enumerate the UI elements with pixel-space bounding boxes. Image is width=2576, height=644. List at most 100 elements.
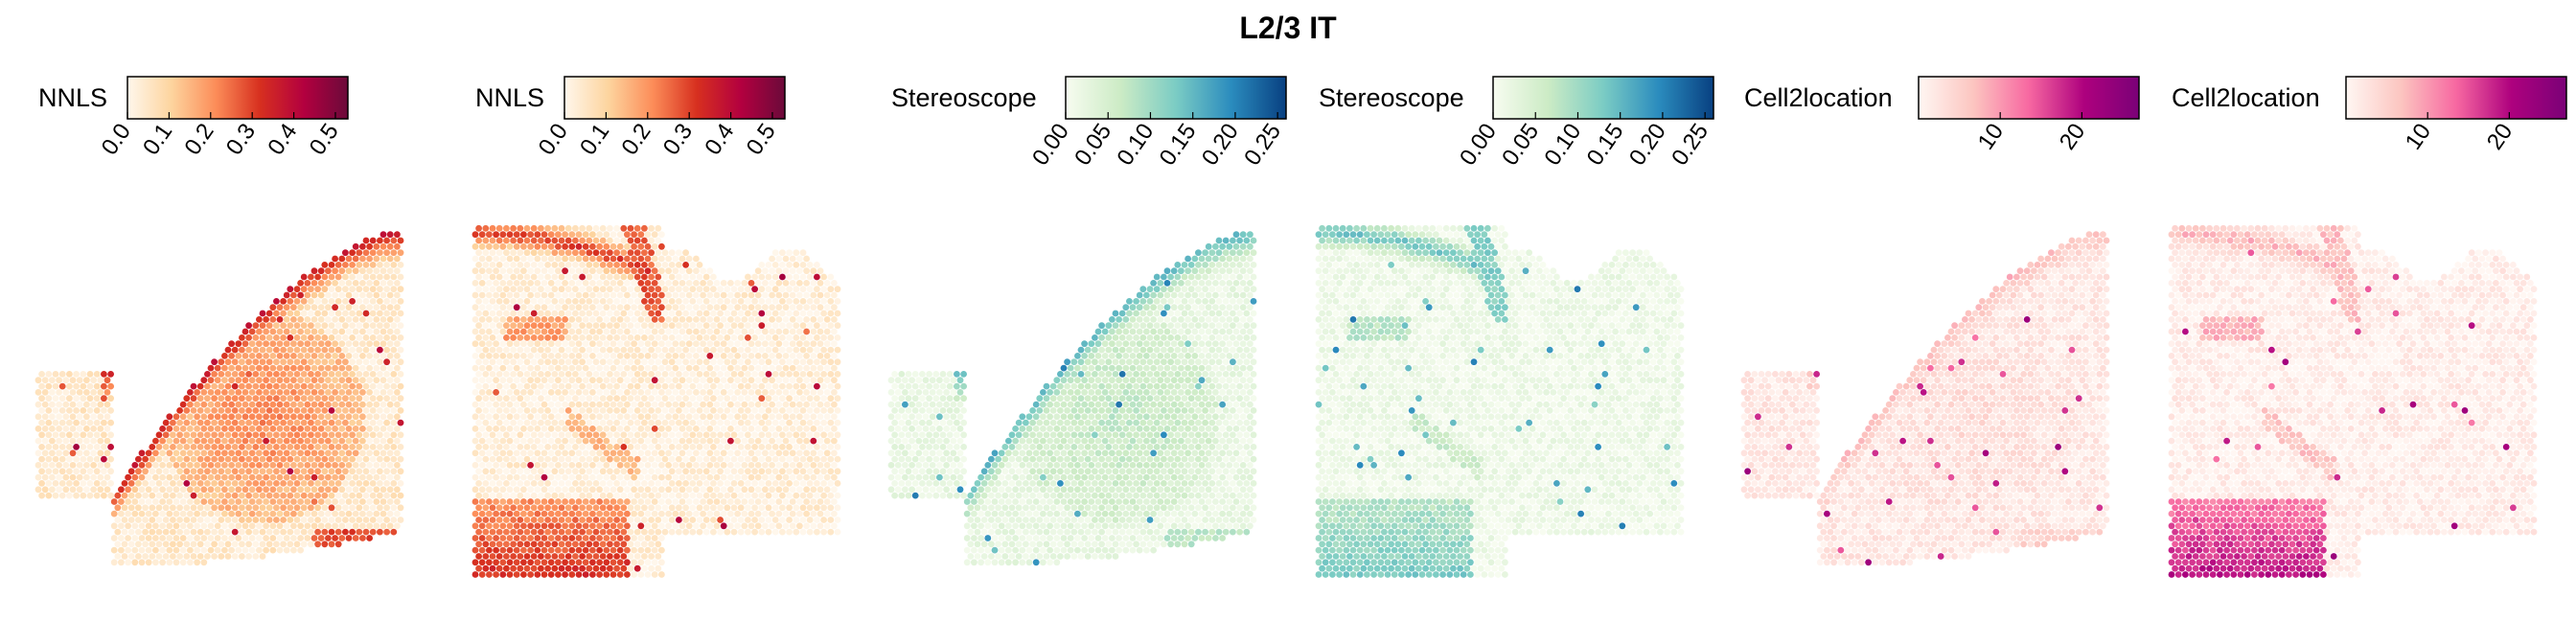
spot <box>775 473 783 481</box>
spot <box>513 401 520 408</box>
spot <box>513 364 520 372</box>
spot <box>661 334 669 341</box>
spot <box>90 389 97 396</box>
spot <box>101 382 107 390</box>
spot <box>603 280 610 287</box>
spot <box>665 267 672 275</box>
spot <box>1195 358 1202 366</box>
spot <box>332 304 338 311</box>
spot <box>245 553 252 560</box>
spot <box>637 280 645 287</box>
spot <box>145 462 152 469</box>
spot <box>607 237 613 244</box>
spot <box>489 564 496 572</box>
spot <box>290 437 297 445</box>
spot <box>380 316 387 323</box>
spot <box>700 353 706 359</box>
spot <box>332 377 338 384</box>
spot <box>273 480 280 487</box>
spot <box>1064 358 1070 366</box>
spot <box>325 498 332 505</box>
spot <box>1202 286 1208 293</box>
spot <box>1198 280 1206 287</box>
spot <box>245 322 252 330</box>
spot <box>383 286 390 293</box>
spot <box>607 431 613 439</box>
spot <box>499 522 507 530</box>
spot <box>493 426 499 432</box>
spot <box>620 517 628 523</box>
spot <box>1187 322 1195 330</box>
spot <box>159 437 167 445</box>
spot <box>356 382 363 390</box>
spot <box>713 413 721 421</box>
spot <box>352 280 359 287</box>
spot <box>530 564 538 572</box>
spot <box>1198 304 1206 311</box>
spot <box>616 522 624 530</box>
spot <box>651 401 658 408</box>
spot <box>338 426 346 432</box>
spot <box>377 334 383 341</box>
spot <box>290 389 297 396</box>
spot <box>748 291 755 299</box>
spot <box>799 371 807 378</box>
spot <box>810 426 817 432</box>
spot <box>1187 358 1195 366</box>
spot <box>248 522 256 530</box>
spot <box>256 535 263 541</box>
spot <box>620 358 628 366</box>
spot <box>538 346 544 354</box>
spot <box>231 431 239 439</box>
spot <box>1153 346 1161 354</box>
spot <box>297 535 304 541</box>
spot <box>637 522 645 530</box>
spot <box>248 353 256 359</box>
spot <box>366 364 373 372</box>
spot <box>300 382 308 390</box>
spot <box>644 473 652 481</box>
spot <box>748 401 755 408</box>
spot <box>377 262 383 268</box>
spot <box>1236 358 1243 366</box>
spot <box>183 480 191 487</box>
spot <box>287 395 294 402</box>
spot <box>97 377 104 384</box>
spot <box>1226 353 1233 359</box>
spot <box>149 528 156 536</box>
spot <box>631 535 637 541</box>
spot <box>1174 322 1182 330</box>
spot <box>816 522 824 530</box>
spot <box>478 510 486 518</box>
spot <box>689 504 697 512</box>
spot <box>589 242 596 250</box>
spot <box>710 346 717 354</box>
spot <box>547 449 555 457</box>
spot <box>741 498 748 505</box>
spot <box>138 559 146 566</box>
spot <box>390 237 398 244</box>
spot <box>547 316 555 323</box>
spot <box>720 437 727 445</box>
spot <box>616 546 624 554</box>
spot <box>700 426 706 432</box>
spot <box>58 371 66 378</box>
spot <box>62 413 70 421</box>
spot <box>648 371 655 378</box>
spot <box>568 389 576 396</box>
spot <box>328 298 335 305</box>
spot <box>310 462 318 469</box>
spot <box>562 401 568 408</box>
spot <box>1126 371 1133 378</box>
spot <box>648 286 655 293</box>
spot <box>685 426 693 432</box>
spot <box>641 371 648 378</box>
spot <box>135 480 142 487</box>
spot <box>263 353 269 359</box>
spot <box>187 437 194 445</box>
spot <box>397 286 404 293</box>
spot <box>1163 364 1171 372</box>
spot <box>1143 328 1150 335</box>
spot <box>603 426 610 432</box>
spot <box>782 340 790 348</box>
